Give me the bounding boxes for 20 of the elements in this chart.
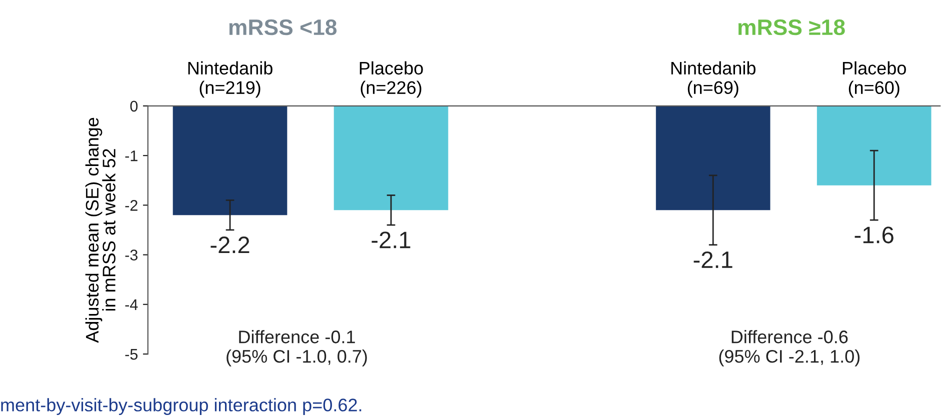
text: mRSS <18	[229, 19, 337, 36]
y-tick-label: -3	[125, 250, 138, 260]
text: mRSS ≥18	[738, 19, 845, 36]
y-tick-label: -5	[125, 349, 138, 360]
x-tick-label: Nintedanib (n=219)	[188, 61, 272, 98]
text: ment-by-visit-by-subgroup interaction p=0.62.	[1, 398, 362, 415]
y-tick-label: -4	[125, 299, 138, 310]
y-tick-label: -2	[125, 200, 138, 211]
y-tick-label: 0	[130, 100, 138, 112]
data-label: -2.1	[372, 232, 410, 248]
data-label: -2.1	[694, 251, 732, 268]
x-tick-label: Nintedanib (n=69)	[671, 61, 756, 98]
data-label: -1.6	[854, 226, 894, 244]
annotation: Difference -0.6 (95% CI -2.1, 1.0)	[719, 330, 860, 366]
x-tick-label: Placebo (n=226)	[360, 61, 423, 98]
x-tick-label: Placebo (n=60)	[842, 61, 906, 98]
data-label: -2.2	[210, 236, 250, 254]
y-tick-label: -1	[125, 150, 138, 162]
annotation: Difference -0.1 (95% CI -1.0, 0.7)	[226, 330, 367, 366]
y-axis-title: Adjusted mean (SE) change in mRSS at week 52	[85, 118, 116, 343]
